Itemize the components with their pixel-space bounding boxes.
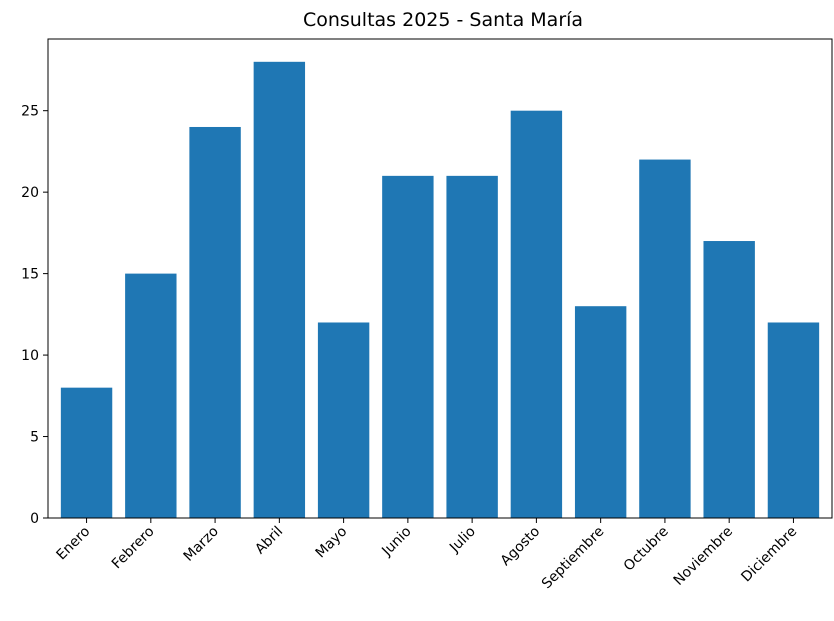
x-tick-label-abril: Abril [252, 524, 286, 558]
bar-agosto [510, 110, 563, 518]
x-tick-label-enero: Enero [54, 524, 94, 564]
y-tick-label: 0 [30, 511, 39, 527]
y-axis-ticks: 0 5 10 15 20 25 [21, 104, 48, 527]
y-tick-label: 5 [30, 430, 39, 446]
y-tick-label: 25 [21, 104, 39, 120]
x-tick-label-marzo: Marzo [181, 524, 222, 565]
y-tick-label: 10 [21, 348, 39, 364]
bar-octubre [639, 159, 691, 518]
x-tick-label-mayo: Mayo [313, 524, 351, 562]
bar-noviembre [703, 241, 755, 518]
x-tick-label-septiembre: Septiembre [539, 524, 608, 593]
bar-septiembre [574, 306, 627, 518]
x-axis-ticks: Enero Febrero Marzo Abril Mayo Junio Julio Agos… [54, 518, 800, 593]
bar-diciembre [767, 322, 820, 518]
x-tick-label-agosto: Agosto [498, 524, 544, 570]
chart-title: Consultas 2025 - Santa María [303, 9, 583, 31]
bars-group [60, 61, 820, 519]
bar-marzo [189, 126, 241, 518]
bar-mayo [317, 322, 370, 518]
x-tick-label-febrero: Febrero [109, 524, 158, 573]
axes-group [47, 38, 833, 519]
x-tick-label-noviembre: Noviembre [671, 524, 736, 589]
plot-frame [47, 38, 833, 519]
bar-julio [446, 175, 498, 519]
x-tick-label-julio: Julio [446, 524, 479, 557]
bar-enero [60, 387, 113, 518]
x-tick-label-diciembre: Diciembre [738, 524, 800, 586]
bar-junio [382, 175, 434, 519]
y-tick-label: 20 [21, 185, 39, 201]
y-tick-label: 15 [21, 267, 39, 283]
x-tick-label-junio: Junio [378, 524, 414, 560]
bar-febrero [125, 273, 177, 518]
x-tick-label-octubre: Octubre [621, 524, 672, 575]
bar-abril [253, 61, 306, 519]
